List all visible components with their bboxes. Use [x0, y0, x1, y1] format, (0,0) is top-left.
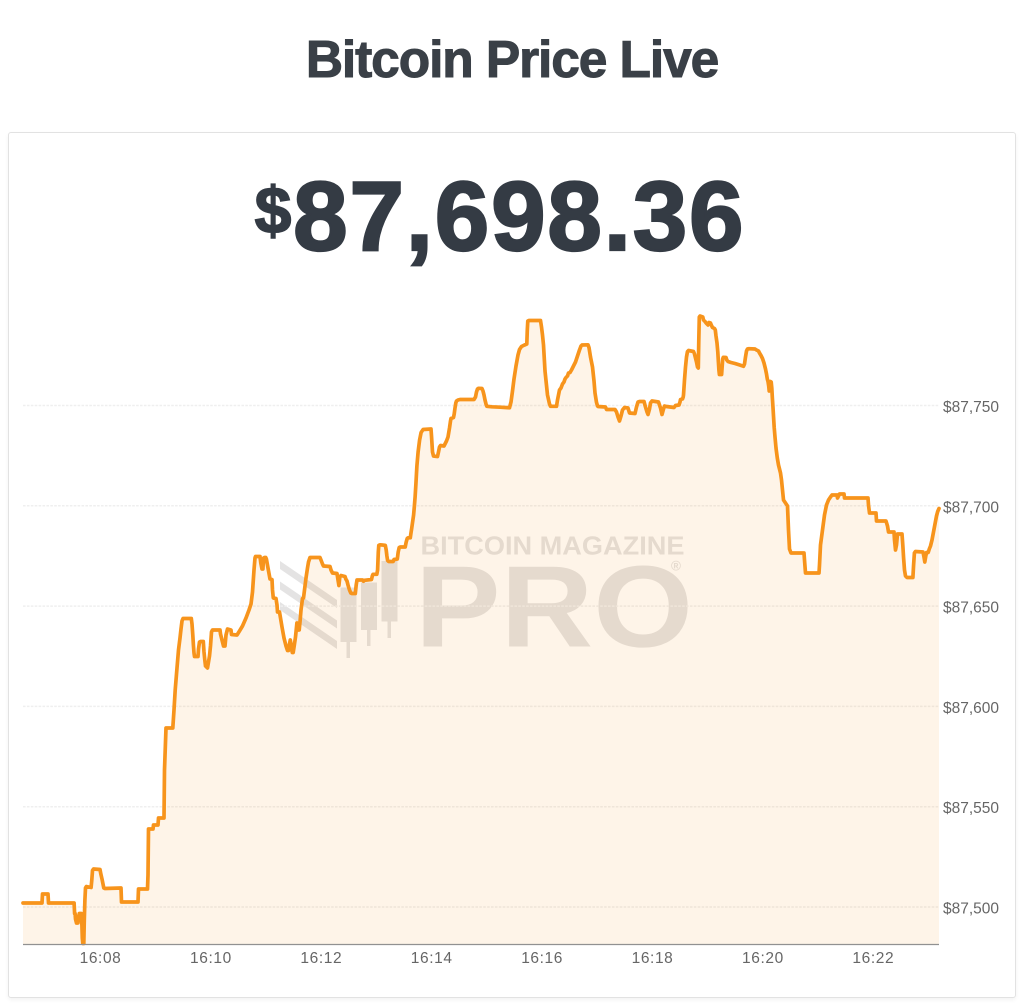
- svg-text:$87,650: $87,650: [943, 600, 999, 617]
- svg-text:16:12: 16:12: [300, 950, 342, 967]
- svg-text:$87,750: $87,750: [943, 399, 999, 416]
- svg-text:16:20: 16:20: [742, 950, 784, 967]
- svg-text:®: ®: [671, 559, 681, 574]
- svg-text:16:16: 16:16: [521, 950, 563, 967]
- svg-text:BITCOIN MAGAZINE: BITCOIN MAGAZINE: [421, 533, 685, 561]
- svg-text:16:08: 16:08: [80, 950, 122, 967]
- svg-text:16:10: 16:10: [190, 950, 232, 967]
- svg-text:$87,600: $87,600: [943, 700, 999, 717]
- svg-text:$87,500: $87,500: [943, 901, 999, 918]
- svg-text:$87,550: $87,550: [943, 800, 999, 817]
- svg-text:16:22: 16:22: [852, 950, 894, 967]
- svg-text:16:18: 16:18: [632, 950, 674, 967]
- svg-text:16:14: 16:14: [411, 950, 453, 967]
- svg-text:$87,700: $87,700: [943, 499, 999, 516]
